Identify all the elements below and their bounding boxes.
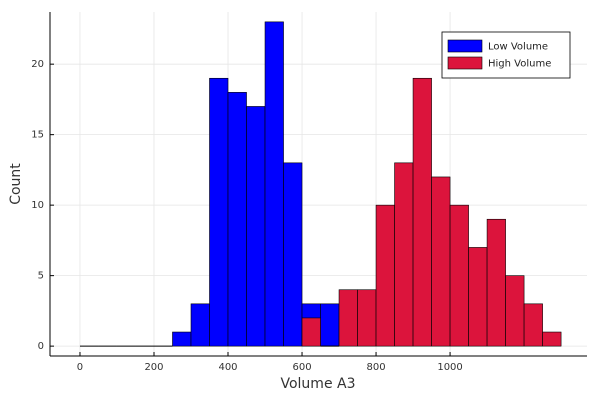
y-tick-label: 10 (31, 200, 44, 211)
bar (209, 77, 229, 347)
legend-box (441, 31, 571, 79)
bar (486, 218, 506, 347)
bar (227, 92, 247, 347)
legend-label: High Volume (488, 59, 551, 70)
legend: Low Volume High Volume (441, 31, 571, 79)
x-tick-label: 600 (292, 362, 311, 373)
x-tick-label: 0 (77, 362, 83, 373)
bar (505, 275, 525, 347)
y-tick-label: 5 (38, 271, 44, 282)
bar (301, 317, 321, 347)
bar (394, 162, 414, 347)
bar (449, 204, 469, 347)
x-tick-label: 200 (144, 362, 163, 373)
legend-label: Low Volume (488, 42, 548, 53)
bar (357, 289, 377, 347)
y-tick-label: 15 (31, 130, 44, 141)
legend-swatch (447, 39, 483, 53)
bar (283, 162, 303, 347)
bar (338, 289, 358, 347)
bar (431, 176, 451, 347)
bar (412, 77, 432, 347)
y-axis-title: Count (8, 163, 24, 205)
legend-swatch (447, 56, 483, 70)
bar (523, 303, 543, 347)
bar (542, 331, 562, 347)
bar (320, 303, 340, 347)
bar (375, 204, 395, 347)
x-tick-label: 400 (218, 362, 237, 373)
y-tick-label: 0 (38, 341, 44, 352)
bar (468, 247, 488, 347)
x-tick-label: 800 (367, 362, 386, 373)
bar (246, 106, 266, 347)
bar (264, 21, 284, 347)
bar (190, 303, 210, 347)
x-tick-label: 1000 (437, 362, 462, 373)
y-tick-label: 20 (31, 59, 44, 70)
bar (172, 331, 192, 347)
x-axis-title: Volume A3 (280, 376, 355, 392)
